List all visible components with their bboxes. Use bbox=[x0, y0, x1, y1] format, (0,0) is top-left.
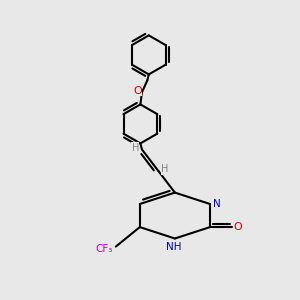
Text: H: H bbox=[161, 164, 169, 175]
Text: N: N bbox=[213, 199, 220, 209]
Text: O: O bbox=[233, 222, 242, 232]
Text: CF₃: CF₃ bbox=[96, 244, 113, 254]
Text: H: H bbox=[132, 143, 139, 153]
Text: O: O bbox=[133, 86, 142, 96]
Text: NH: NH bbox=[166, 242, 181, 252]
